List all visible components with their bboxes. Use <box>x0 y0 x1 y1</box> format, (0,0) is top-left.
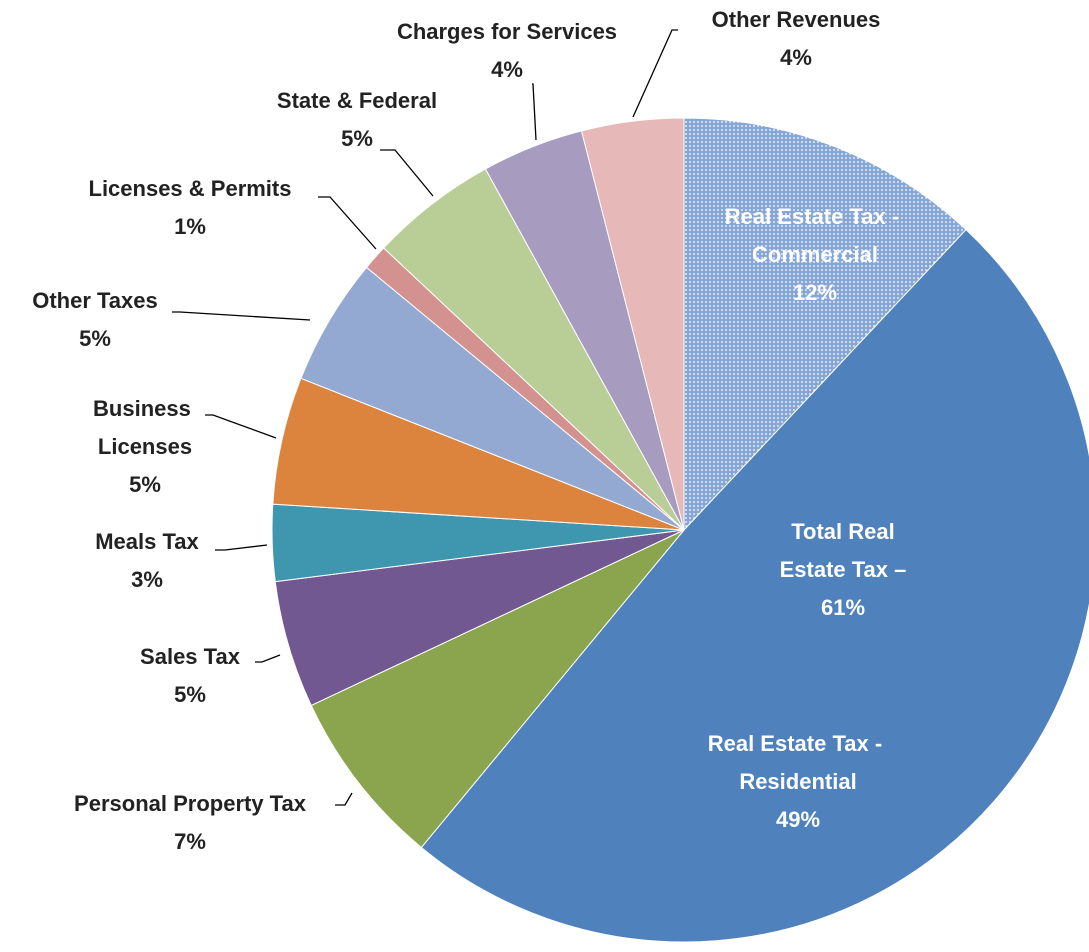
leader-line <box>532 83 537 141</box>
pie-slice <box>683 117 967 532</box>
pie-slice <box>420 228 1089 943</box>
slice-label: Sales Tax <box>140 644 241 669</box>
leader-line <box>205 414 277 439</box>
slice-label: Charges for Services <box>397 19 617 44</box>
leader-line <box>632 29 678 118</box>
annotation: Total Real <box>791 519 895 544</box>
value-label: 5% <box>174 682 206 707</box>
annotation: 61% <box>821 595 865 620</box>
leader-line <box>380 149 434 197</box>
slice-label: Real Estate Tax - Commercial <box>725 204 906 267</box>
pie-slice <box>310 529 685 849</box>
leader-line <box>215 544 268 551</box>
slice-label: Business Licenses <box>93 396 197 459</box>
slice-label: Other Taxes <box>32 288 158 313</box>
slice-label: State & Federal <box>277 88 437 113</box>
annotation: Estate Tax – <box>780 557 907 582</box>
slice-label: Personal Property Tax <box>74 791 307 816</box>
value-label: 12% <box>793 280 837 305</box>
leader-line <box>172 311 311 321</box>
value-label: 5% <box>79 326 111 351</box>
value-label: 4% <box>491 57 523 82</box>
value-label: 7% <box>174 829 206 854</box>
slice-label: Real Estate Tax - Residential <box>708 731 889 794</box>
leader-line <box>335 792 353 806</box>
value-label: 4% <box>780 45 812 70</box>
value-label: 5% <box>341 126 373 151</box>
leader-line <box>255 654 281 663</box>
slice-label: Other Revenues <box>712 7 881 32</box>
value-label: 1% <box>174 214 206 239</box>
leader-line <box>318 196 377 250</box>
value-label: 5% <box>129 472 161 497</box>
value-label: 3% <box>131 567 163 592</box>
slice-label: Meals Tax <box>95 529 199 554</box>
pie-slice <box>580 117 685 531</box>
slice-label: Licenses & Permits <box>89 176 292 201</box>
value-label: 49% <box>776 807 820 832</box>
